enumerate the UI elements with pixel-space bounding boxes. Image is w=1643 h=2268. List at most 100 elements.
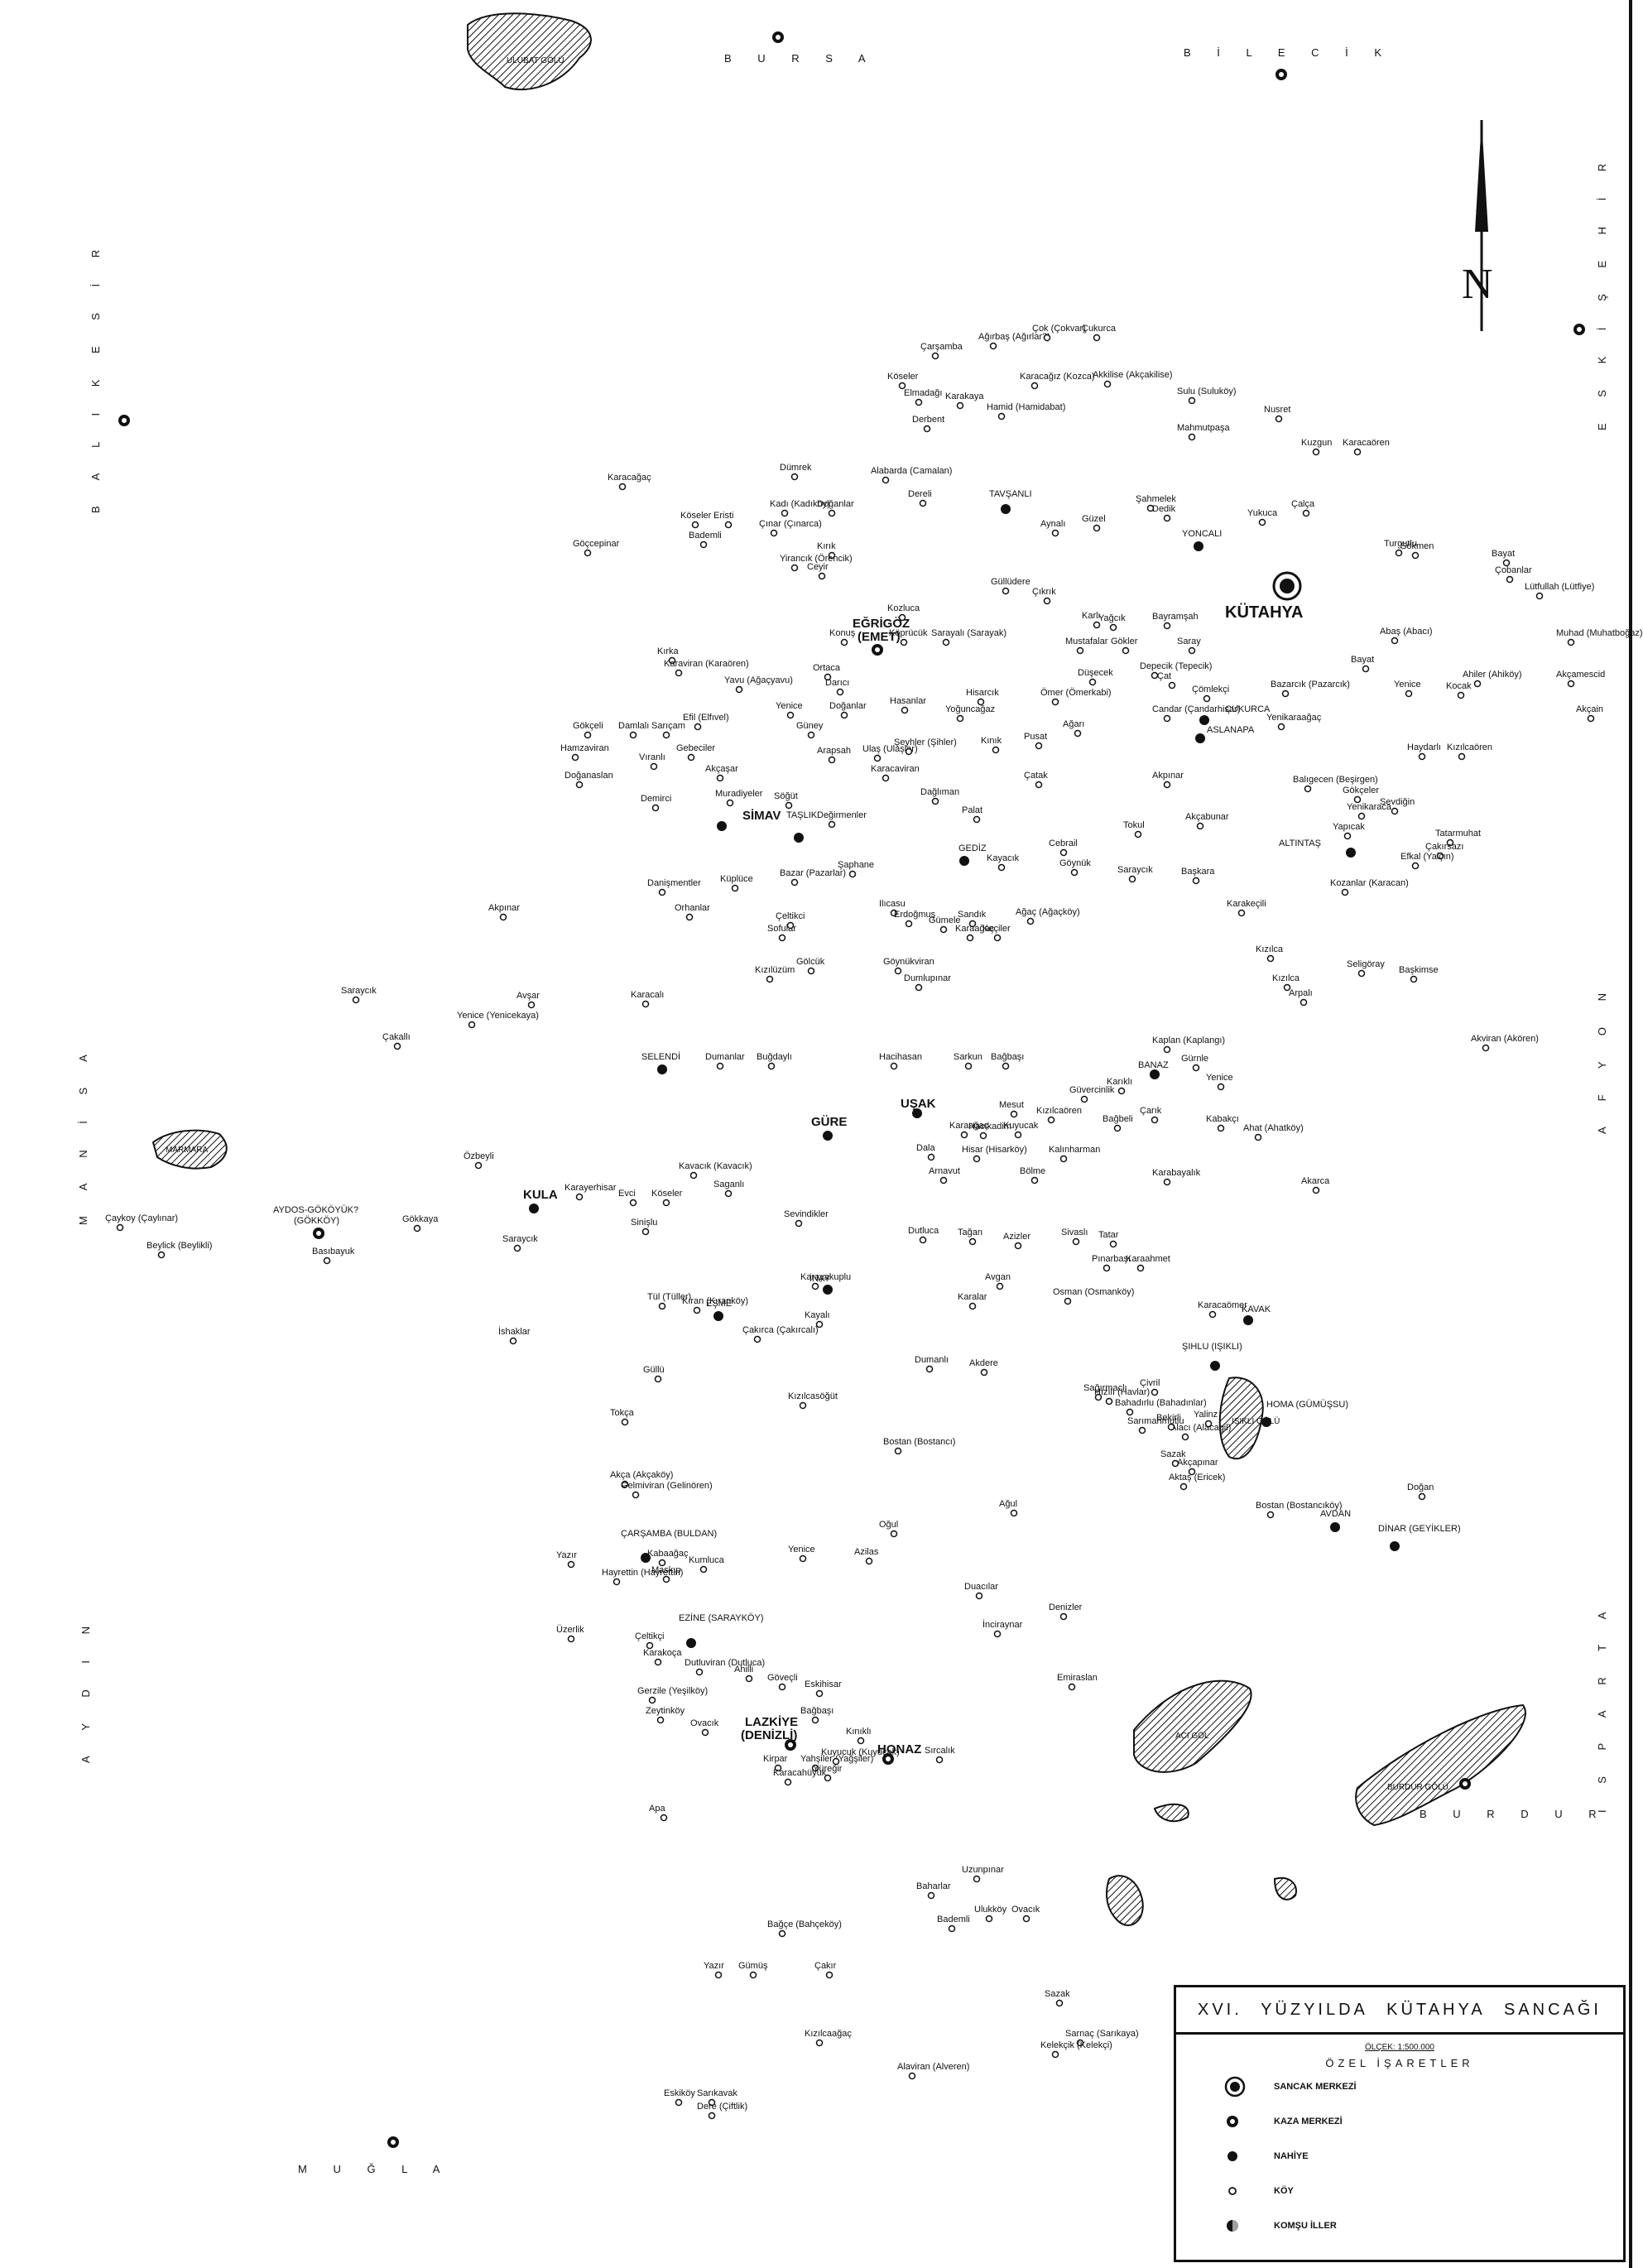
village-marker bbox=[1473, 680, 1482, 688]
kaza-center-emet: EĞRİGÖZ (EMET) bbox=[853, 616, 910, 656]
legend-row-koy: KÖY bbox=[1176, 2174, 1623, 2208]
village-marker bbox=[1151, 1388, 1159, 1396]
village-marker bbox=[662, 1199, 670, 1207]
village-label: Kirpar bbox=[763, 1754, 788, 1764]
village-marker bbox=[1010, 1110, 1018, 1118]
neighbor-burdur: B U R D U R bbox=[1420, 1808, 1608, 1820]
village-label: Karaviran (Karaören) bbox=[664, 659, 749, 669]
village-label: Karaahmet bbox=[1126, 1254, 1170, 1264]
village-marker bbox=[714, 1971, 723, 1979]
village-label: Zeytinköy bbox=[646, 1706, 685, 1716]
village-marker bbox=[1312, 1186, 1320, 1194]
village-marker bbox=[1277, 723, 1285, 731]
village-label: Dutluviran (Dutluca) bbox=[685, 1658, 765, 1668]
village-marker bbox=[1103, 380, 1112, 388]
village-marker bbox=[873, 754, 882, 762]
village-label: Cebrail bbox=[1049, 838, 1078, 848]
village-label: Çakır bbox=[814, 1961, 837, 1971]
village-label: Gümüş bbox=[738, 1961, 768, 1971]
village-marker bbox=[724, 1189, 733, 1198]
village-label: Gölcük bbox=[796, 957, 825, 967]
village-label: Haydarlı bbox=[1407, 742, 1441, 752]
village-marker bbox=[1113, 1124, 1122, 1132]
village-label: Gelmiviran (Gelinören) bbox=[621, 1481, 713, 1491]
nahiye-tavsanli: TAVŞANLI bbox=[989, 489, 1032, 514]
legend-row-nahiye: NAHİYE bbox=[1176, 2139, 1623, 2174]
village-marker bbox=[890, 1062, 898, 1070]
village-label: Akviran (Akören) bbox=[1471, 1034, 1539, 1044]
village-label: Candar (Çandarhisar) bbox=[1152, 704, 1240, 714]
village-label: Karacaviran bbox=[871, 764, 920, 774]
nahiye-kula: KULA bbox=[523, 1188, 558, 1213]
village-label: Çeltikçi bbox=[635, 1631, 664, 1641]
village-marker bbox=[575, 1193, 584, 1201]
village-marker bbox=[1151, 671, 1159, 680]
village-label: Karıklı bbox=[1107, 1077, 1132, 1087]
village-marker bbox=[687, 753, 695, 762]
village-marker bbox=[1535, 592, 1544, 600]
village-label: Karacağaç bbox=[608, 473, 651, 483]
village-label: Çatak bbox=[1024, 771, 1048, 781]
village-marker bbox=[848, 870, 857, 878]
village-label: Sarımahmutlu bbox=[1127, 1416, 1184, 1426]
village-label: Dere (Çiftlik) bbox=[697, 2102, 747, 2112]
village-label: Gökkaya bbox=[402, 1214, 439, 1224]
village-label: İshaklar bbox=[498, 1326, 531, 1337]
village-marker bbox=[767, 1062, 776, 1070]
village-marker bbox=[840, 711, 848, 719]
village-label: Çat bbox=[1157, 671, 1171, 681]
village-marker bbox=[1254, 1133, 1262, 1141]
village-label: Ortaca bbox=[813, 663, 841, 673]
village-marker bbox=[942, 638, 950, 646]
village-marker bbox=[1188, 1468, 1196, 1476]
village-marker bbox=[1105, 1397, 1113, 1405]
village-label: Yenice bbox=[788, 1545, 815, 1554]
village-marker bbox=[1093, 621, 1101, 629]
village-marker bbox=[1059, 1612, 1068, 1621]
village-label: Beylick (Beylikli) bbox=[147, 1241, 212, 1251]
village-marker bbox=[1163, 514, 1171, 522]
svg-text:BANAZ: BANAZ bbox=[1138, 1060, 1169, 1070]
village-marker bbox=[699, 1565, 708, 1574]
village-marker bbox=[828, 820, 836, 829]
village-marker bbox=[1109, 1240, 1117, 1248]
village-marker bbox=[675, 669, 683, 677]
village-label: Kızılcaağaç bbox=[805, 2029, 852, 2039]
village-marker bbox=[905, 747, 913, 756]
village-label: Sarnaç (Sarıkaya) bbox=[1065, 2029, 1139, 2039]
village-label: Akçabunar bbox=[1185, 812, 1229, 822]
village-marker bbox=[1258, 518, 1266, 526]
village-label: Kızılcaören bbox=[1036, 1106, 1082, 1116]
village-label: Gökçeler bbox=[1343, 786, 1379, 795]
village-marker bbox=[939, 1176, 948, 1184]
village-marker bbox=[836, 688, 844, 696]
sancak-center-kutahya: KÜTAHYA bbox=[1225, 571, 1303, 622]
nahiye-usak: UŞAK bbox=[901, 1097, 936, 1118]
svg-text:ASLANAPA: ASLANAPA bbox=[1207, 725, 1255, 735]
village-label: Denizler bbox=[1049, 1602, 1083, 1612]
village-label: Muhad (Muhatboğaz) bbox=[1556, 628, 1643, 638]
svg-text:(DENİZLİ): (DENİZLİ) bbox=[741, 1728, 797, 1742]
village-label: Sivaslı bbox=[1061, 1228, 1088, 1237]
neighbor-bilecik: B İ L E C İ K bbox=[1184, 46, 1393, 59]
village-label: Kaplan (Kaplangı) bbox=[1152, 1035, 1225, 1045]
village-marker bbox=[708, 2112, 716, 2120]
village-label: Ağaç (Ağaçköy) bbox=[1016, 907, 1080, 917]
legend-heading: ÖZEL İŞARETLER bbox=[1325, 2057, 1474, 2069]
kaza-merkezi-icon bbox=[1224, 2113, 1274, 2130]
village-label: Mustafalar bbox=[1065, 637, 1108, 646]
village-label: Gümele bbox=[929, 915, 961, 925]
village-label: Yazır bbox=[556, 1550, 577, 1560]
village-marker bbox=[1418, 752, 1426, 761]
svg-text:HOMA (GÜMÜŞSU): HOMA (GÜMÜŞSU) bbox=[1266, 1400, 1348, 1410]
nahiye-yoncali: YONCALI bbox=[1182, 529, 1222, 551]
village-label: Kadı (Kadıköy) bbox=[770, 499, 830, 509]
village-marker bbox=[774, 1764, 782, 1772]
svg-text:(GÖKKÖY): (GÖKKÖY) bbox=[294, 1216, 339, 1226]
village-label: Sazak bbox=[1160, 1449, 1186, 1459]
village-marker bbox=[815, 1320, 824, 1329]
village-label: Alabarda (Camalan) bbox=[871, 466, 952, 476]
village-label: Karakeçili bbox=[1227, 899, 1266, 909]
village-marker bbox=[1167, 1423, 1175, 1431]
village-marker bbox=[1126, 1408, 1134, 1416]
